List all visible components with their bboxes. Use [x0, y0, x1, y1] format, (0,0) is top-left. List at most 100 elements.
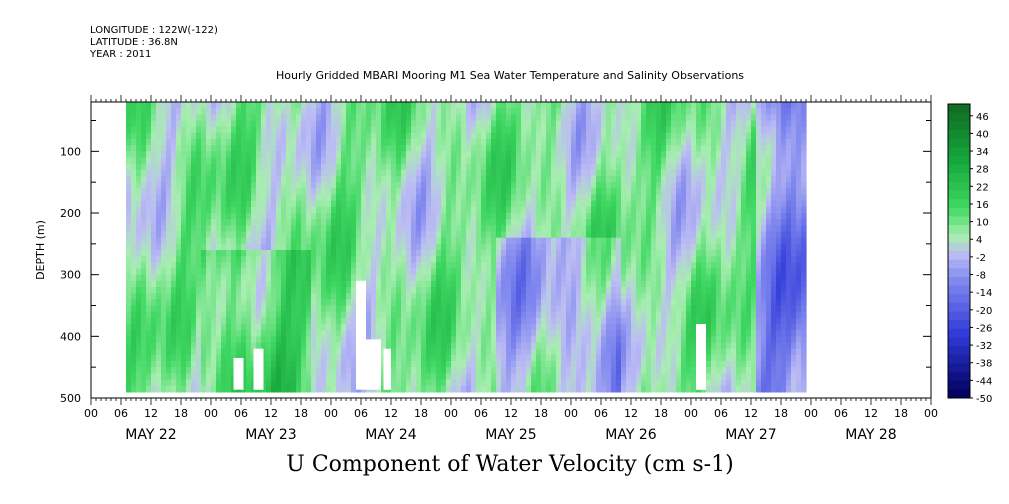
heat-cell	[546, 262, 552, 270]
heat-cell	[306, 231, 312, 239]
heat-cell	[516, 293, 522, 300]
heat-cell	[301, 250, 307, 257]
heat-cell	[561, 317, 567, 325]
heat-cell	[576, 176, 582, 183]
heat-cell	[531, 268, 537, 276]
heat-cell	[231, 169, 237, 177]
heat-cell	[351, 219, 357, 226]
heat-cell	[526, 145, 532, 152]
heat-cell	[501, 299, 507, 307]
heat-cell	[296, 287, 302, 294]
heat-cell	[596, 367, 602, 374]
heat-cell	[256, 213, 262, 220]
heat-cell	[616, 169, 622, 177]
heat-cell	[346, 219, 352, 226]
heat-cell	[511, 108, 517, 115]
heat-cell	[186, 102, 192, 109]
heat-cell	[476, 342, 482, 350]
heat-cell	[241, 342, 247, 350]
heat-cell	[451, 330, 457, 337]
heat-cell	[151, 163, 157, 171]
heat-cell	[326, 206, 332, 214]
heat-cell	[531, 324, 537, 331]
heat-cell	[546, 225, 552, 233]
heat-cell	[266, 145, 272, 152]
heat-cell	[501, 385, 507, 393]
heat-cell	[406, 348, 412, 356]
heat-cell	[301, 151, 307, 159]
heat-cell	[626, 145, 632, 152]
heat-cell	[551, 206, 557, 214]
heat-cell	[276, 262, 282, 270]
heat-cell	[416, 243, 422, 251]
heat-cell	[156, 102, 162, 109]
heat-cell	[416, 225, 422, 233]
heat-cell	[286, 145, 292, 152]
heat-cell	[231, 280, 237, 288]
heat-cell	[606, 114, 612, 122]
heat-cell	[141, 139, 147, 146]
heat-cell	[161, 262, 167, 270]
heat-cell	[186, 348, 192, 356]
heat-cell	[196, 219, 202, 226]
heat-cell	[401, 139, 407, 146]
heat-cell	[346, 200, 352, 208]
heat-cell	[326, 114, 332, 122]
heat-cell	[636, 324, 642, 331]
heat-cell	[161, 317, 167, 325]
heat-cell	[246, 114, 252, 122]
heat-cell	[436, 225, 442, 233]
heat-cell	[586, 274, 592, 282]
heat-cell	[216, 305, 222, 313]
latitude-label: LATITUDE : 36.8N	[90, 37, 178, 48]
heat-cell	[566, 126, 572, 134]
heat-cell	[651, 280, 657, 288]
heat-cell	[501, 262, 507, 270]
heat-cell	[446, 126, 452, 134]
heat-cell	[266, 231, 272, 239]
heat-cell	[186, 317, 192, 325]
heat-cell	[281, 324, 287, 331]
heat-cell	[521, 348, 527, 356]
heat-cell	[141, 274, 147, 282]
heat-cell	[276, 176, 282, 183]
heat-cell	[181, 385, 187, 393]
heat-cell	[531, 237, 537, 245]
heat-cell	[141, 361, 147, 368]
heat-cell	[526, 200, 532, 208]
heat-cell	[481, 132, 487, 140]
heat-cell	[516, 348, 522, 356]
heat-cell	[581, 305, 587, 313]
heat-cell	[611, 342, 617, 350]
heat-cell	[341, 373, 347, 381]
heat-cell	[271, 145, 277, 152]
heat-cell	[591, 145, 597, 152]
heat-cell	[411, 243, 417, 251]
metadata-block: LONGITUDE : 122W(-122) LATITUDE : 36.8N …	[90, 25, 218, 61]
heat-cell	[166, 317, 172, 325]
heat-cell	[596, 268, 602, 276]
heat-cell	[636, 250, 642, 257]
heat-cell	[216, 182, 222, 189]
heat-cell	[361, 200, 367, 208]
heat-cell	[131, 361, 137, 368]
heat-cell	[441, 293, 447, 300]
heat-cell	[576, 348, 582, 356]
heat-cell	[216, 151, 222, 159]
heat-cell	[636, 373, 642, 381]
heat-cell	[351, 114, 357, 122]
heat-cell	[491, 354, 497, 362]
heat-cell	[146, 219, 152, 226]
heat-cell	[561, 188, 567, 196]
heat-cell	[461, 182, 467, 189]
heat-cell	[646, 299, 652, 307]
heat-cell	[341, 324, 347, 331]
heat-cell	[456, 200, 462, 208]
heat-cell	[321, 132, 327, 140]
heat-cell	[166, 102, 172, 109]
heat-cell	[641, 336, 647, 344]
heat-cell	[171, 237, 177, 245]
heat-cell	[176, 231, 182, 239]
heat-cell	[506, 348, 512, 356]
heat-cell	[401, 194, 407, 202]
